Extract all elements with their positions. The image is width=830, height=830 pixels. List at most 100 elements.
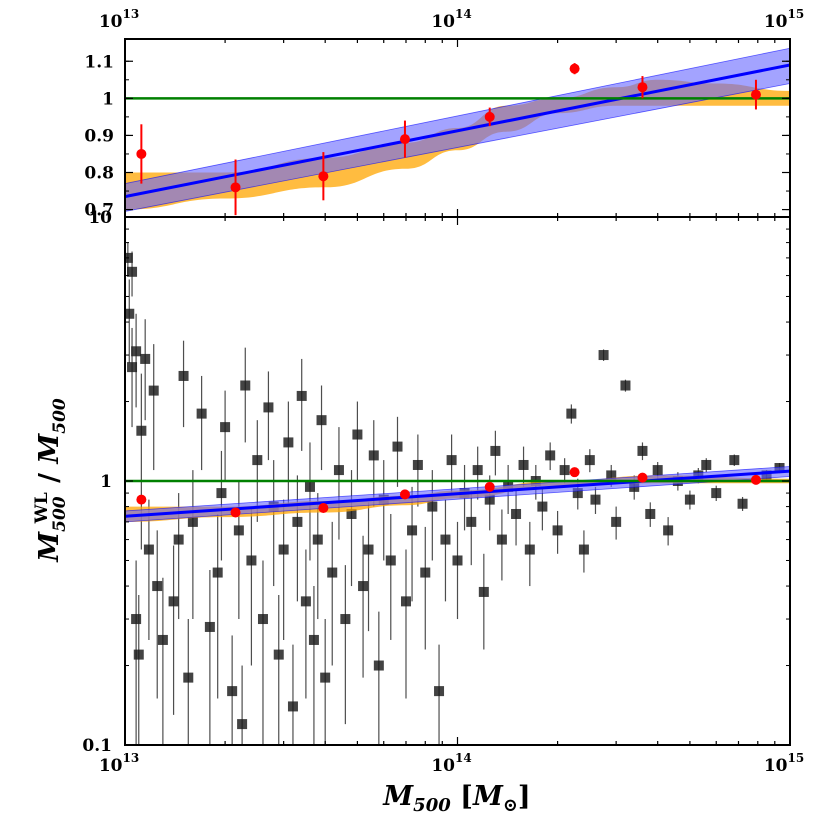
- cluster-point: [133, 649, 144, 660]
- cluster-point: [537, 501, 548, 512]
- x-tick-label: 1015: [764, 7, 804, 32]
- cluster-point: [427, 501, 438, 512]
- x-tick-label-exp: 13: [122, 7, 139, 21]
- x-tick-label: 1015: [764, 751, 804, 776]
- cluster-point: [524, 544, 535, 555]
- x-tick-label-base: 10: [99, 756, 123, 776]
- cluster-point: [227, 686, 238, 697]
- cluster-point: [552, 525, 563, 536]
- cluster-point: [611, 516, 622, 527]
- cluster-point: [300, 596, 311, 607]
- cluster-point: [296, 390, 307, 401]
- cluster-point: [140, 353, 151, 364]
- y-tick-label: 0.9: [84, 126, 114, 146]
- cluster-point: [252, 455, 263, 466]
- y-tick-label: 0.8: [84, 164, 114, 184]
- cluster-point: [292, 516, 303, 527]
- x-tick-label-exp: 13: [122, 751, 139, 765]
- cluster-point: [127, 362, 138, 373]
- cluster-point: [559, 465, 570, 476]
- y-axis-num-sub: 500: [50, 496, 70, 532]
- x-tick-label-base: 10: [99, 12, 123, 32]
- y-tick-label: 1.1: [84, 52, 114, 72]
- x-axis-symbol-sub: 500: [413, 795, 451, 816]
- cluster-point: [352, 429, 363, 440]
- cluster-point: [157, 634, 168, 645]
- binned-point: [484, 481, 495, 492]
- cluster-point: [178, 370, 189, 381]
- binned-point: [750, 89, 761, 100]
- y-tick-label: 0.1: [82, 736, 112, 756]
- cluster-point: [273, 649, 284, 660]
- cluster-point: [131, 614, 142, 625]
- binned-point: [230, 507, 241, 518]
- binned-point: [569, 467, 580, 478]
- cluster-point: [204, 621, 215, 632]
- x-axis-unit-sub: ⊙: [503, 795, 518, 816]
- cluster-point: [711, 488, 722, 499]
- cluster-point: [412, 459, 423, 470]
- cluster-point: [385, 555, 396, 566]
- x-tick-label-exp: 15: [787, 751, 804, 765]
- x-tick-label-exp: 15: [787, 7, 804, 21]
- top-panel: 0.70.80.911.1 1013 1014 1015: [84, 7, 804, 221]
- cluster-point: [316, 415, 327, 426]
- cluster-point: [320, 672, 331, 683]
- binned-point: [484, 111, 495, 122]
- x-tick-label: 1014: [431, 751, 471, 776]
- binned-point: [569, 63, 580, 74]
- binned-point: [136, 148, 147, 159]
- cluster-point: [566, 408, 577, 419]
- x-tick-label: 1014: [431, 7, 471, 32]
- cluster-point: [400, 596, 411, 607]
- cluster-point: [183, 672, 194, 683]
- binned-point: [637, 82, 648, 93]
- cluster-point: [452, 555, 463, 566]
- binned-point: [318, 503, 329, 514]
- cluster-point: [152, 581, 163, 592]
- cluster-point: [652, 465, 663, 476]
- cluster-point: [136, 425, 147, 436]
- cluster-point: [127, 266, 138, 277]
- cluster-point: [466, 516, 477, 527]
- cluster-point: [246, 555, 257, 566]
- cluster-point: [434, 686, 445, 697]
- cluster-point: [407, 525, 418, 536]
- cluster-point: [220, 422, 231, 433]
- x-tick-label-base: 10: [764, 12, 788, 32]
- cluster-point: [312, 534, 323, 545]
- cluster-point: [131, 346, 142, 357]
- cluster-point: [572, 488, 583, 499]
- x-tick-label-exp: 14: [455, 751, 472, 765]
- cluster-point: [478, 586, 489, 597]
- cluster-point: [368, 450, 379, 461]
- y-tick-label: 1: [100, 472, 112, 492]
- y-axis-num-sup: WL: [32, 492, 52, 524]
- x-axis-unit: M: [472, 781, 504, 812]
- x-tick-label: 1013: [99, 7, 139, 32]
- cluster-point: [237, 719, 248, 730]
- x-axis-title: M500 [M⊙]: [382, 781, 530, 816]
- binned-point: [750, 474, 761, 485]
- cluster-point: [327, 567, 338, 578]
- cluster-point: [620, 380, 631, 391]
- y-axis-den-sub: 500: [50, 398, 70, 434]
- cluster-point: [590, 494, 601, 505]
- cluster-point: [148, 385, 159, 396]
- cluster-point: [278, 544, 289, 555]
- cluster-point: [358, 581, 369, 592]
- cluster-point: [737, 498, 748, 509]
- cluster-point: [143, 544, 154, 555]
- cluster-point: [729, 455, 740, 466]
- cluster-point: [287, 701, 298, 712]
- cluster-point: [684, 494, 695, 505]
- x-tick-label: 1013: [99, 751, 139, 776]
- bottom-panel-frame: [124, 216, 791, 746]
- cluster-point: [333, 465, 344, 476]
- cluster-point: [584, 455, 595, 466]
- cluster-point: [240, 380, 251, 391]
- cluster-point: [125, 308, 135, 319]
- cluster-point: [263, 402, 274, 413]
- cluster-point: [578, 544, 589, 555]
- binned-point: [637, 472, 648, 483]
